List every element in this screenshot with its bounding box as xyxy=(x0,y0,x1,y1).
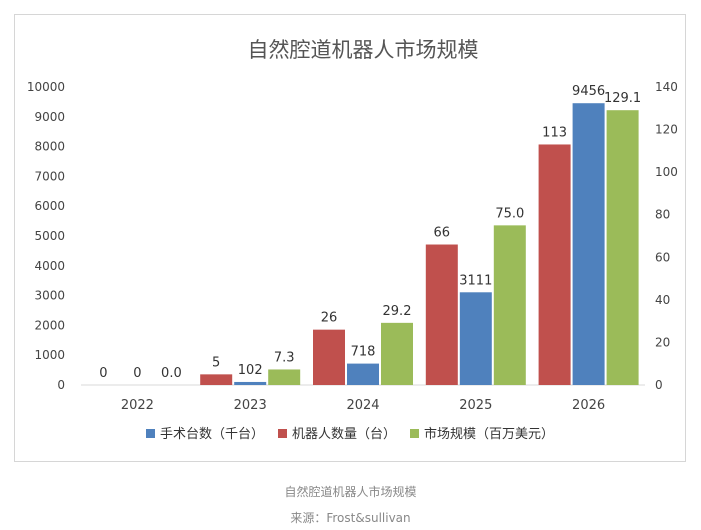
data-label: 0.0 xyxy=(161,366,182,381)
y-tick-label: 10000 xyxy=(27,80,65,94)
bar xyxy=(200,374,233,385)
x-tick-label: 2022 xyxy=(121,398,154,413)
chart-title: 自然腔道机器人市场规模 xyxy=(248,38,479,62)
x-tick-label: 2023 xyxy=(234,398,267,413)
bar xyxy=(606,110,639,386)
y2-tick-label: 60 xyxy=(655,250,670,264)
legend-swatch xyxy=(410,429,419,438)
x-tick-label: 2024 xyxy=(346,398,379,413)
y-tick-label: 2000 xyxy=(34,318,65,332)
data-label: 0 xyxy=(133,366,141,381)
y-tick-label: 9000 xyxy=(34,110,65,124)
x-tick-label: 2026 xyxy=(572,398,605,413)
bar xyxy=(313,329,345,385)
x-tick-label: 2025 xyxy=(459,398,492,413)
bar xyxy=(572,103,605,386)
bar xyxy=(493,225,526,385)
y-tick-label: 3000 xyxy=(34,289,65,303)
data-label: 66 xyxy=(434,226,451,241)
y-tick-label: 6000 xyxy=(34,199,65,213)
figure-caption: 自然腔道机器人市场规模 xyxy=(284,485,417,499)
bar xyxy=(459,292,492,385)
legend-label: 机器人数量（台） xyxy=(292,427,396,442)
y-tick-label: 7000 xyxy=(34,169,65,183)
chart-frame: 自然腔道机器人市场规模 0 1000 2000 3000 4000 5000 6000 7000… xyxy=(14,14,686,462)
data-label: 7.3 xyxy=(274,350,295,365)
data-label: 29.2 xyxy=(383,304,412,319)
bar-chart: 自然腔道机器人市场规模01000200030004000500060007000… xyxy=(27,38,678,442)
bar xyxy=(234,381,267,385)
y2-tick-label: 0 xyxy=(655,378,663,392)
data-label: 5 xyxy=(212,355,220,370)
data-label: 9456 xyxy=(572,84,605,99)
data-label: 113 xyxy=(542,125,567,140)
y-tick-label: 4000 xyxy=(34,259,65,273)
y2-tick-label: 120 xyxy=(655,123,678,137)
y-tick-label: 1000 xyxy=(34,348,65,362)
legend-swatch xyxy=(146,429,155,438)
data-label: 3111 xyxy=(459,273,492,288)
legend-swatch xyxy=(278,429,287,438)
data-label: 0 xyxy=(99,366,107,381)
y-tick-label: 5000 xyxy=(34,229,65,243)
y2-tick-label: 20 xyxy=(655,335,670,349)
y2-tick-label: 100 xyxy=(655,165,678,179)
y2-tick-label: 80 xyxy=(655,208,670,222)
y-tick-label: 0 xyxy=(57,378,65,392)
data-label: 718 xyxy=(351,345,376,360)
data-label: 26 xyxy=(321,311,338,326)
legend-label: 市场规模（百万美元） xyxy=(424,426,554,442)
figure-source: 来源：Frost&sullivan xyxy=(290,511,411,525)
legend-label: 手术台数（千台） xyxy=(160,427,264,442)
data-label: 129.1 xyxy=(604,91,641,106)
y2-tick-label: 40 xyxy=(655,293,670,307)
data-label: 75.0 xyxy=(495,206,524,221)
y2-tick-label: 140 xyxy=(655,80,678,94)
bar xyxy=(347,363,379,385)
data-label: 102 xyxy=(238,363,263,378)
bar xyxy=(268,369,301,385)
bar xyxy=(381,322,413,385)
y-tick-label: 8000 xyxy=(34,140,65,154)
bar xyxy=(538,144,571,385)
bar xyxy=(425,244,458,385)
